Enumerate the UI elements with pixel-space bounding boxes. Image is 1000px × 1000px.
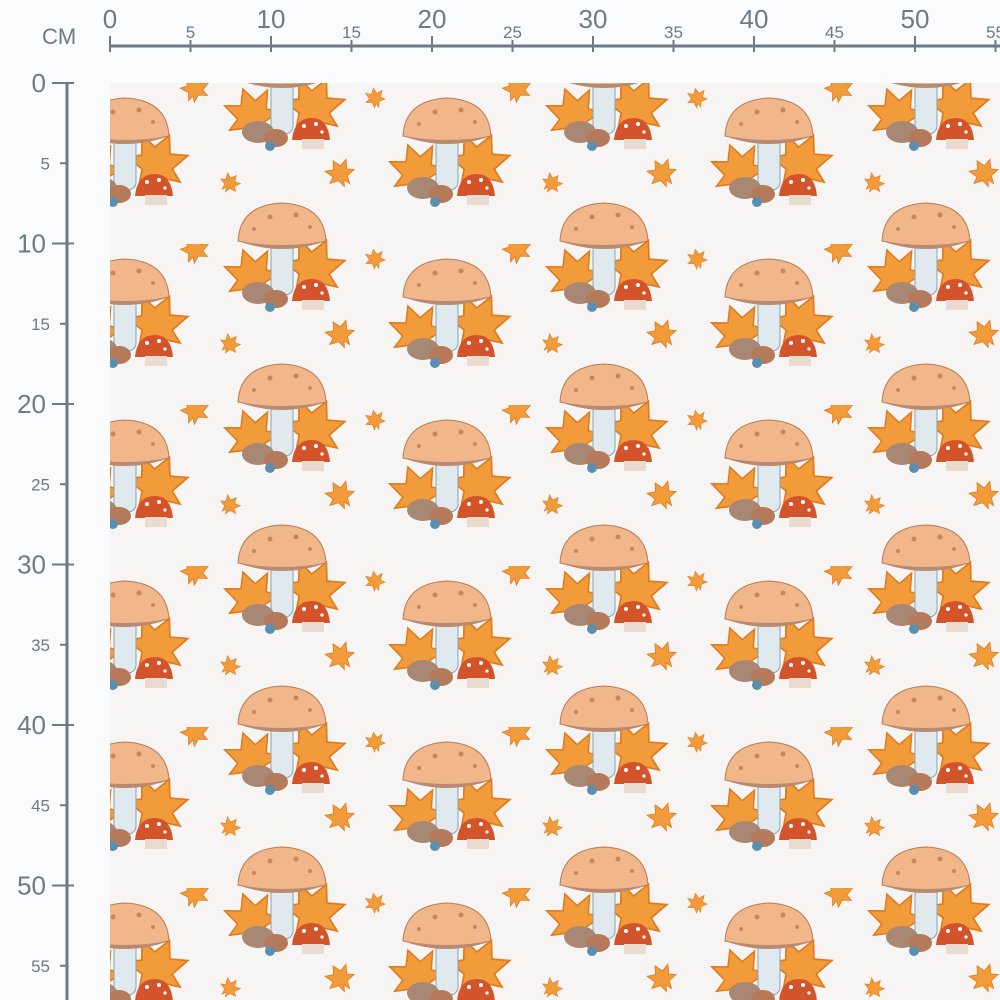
fabric-pattern-preview [110, 83, 1000, 1000]
left-ruler-label: 5 [41, 154, 50, 173]
top-ruler-label: 10 [257, 4, 286, 34]
top-ruler-label: 0 [103, 4, 117, 34]
top-ruler-label: 30 [579, 4, 608, 34]
top-ruler-label: 5 [186, 23, 195, 42]
left-ruler-label: 20 [17, 389, 46, 419]
left-ruler-label: 25 [31, 475, 50, 494]
left-ruler-label: 40 [17, 710, 46, 740]
top-ruler-label: 15 [342, 23, 361, 42]
left-ruler-label: 30 [17, 550, 46, 580]
left-ruler-label: 55 [31, 957, 50, 976]
top-ruler-label: 40 [740, 4, 769, 34]
top-ruler-label: 20 [418, 4, 447, 34]
left-ruler-label: 0 [32, 68, 46, 98]
left-ruler-label: 45 [31, 796, 50, 815]
ruler-unit-label: CM [42, 24, 77, 49]
top-ruler-label: 35 [664, 23, 683, 42]
top-ruler-label: 45 [825, 23, 844, 42]
left-ruler-label: 10 [17, 229, 46, 259]
mushroom-motif-tiles [110, 83, 1000, 1000]
left-ruler-label: 15 [31, 315, 50, 334]
top-ruler-label: 25 [503, 23, 522, 42]
top-ruler-label: 55 [986, 23, 1000, 42]
top-ruler-label: 50 [901, 4, 930, 34]
left-ruler-label: 35 [31, 636, 50, 655]
left-ruler-label: 50 [17, 871, 46, 901]
